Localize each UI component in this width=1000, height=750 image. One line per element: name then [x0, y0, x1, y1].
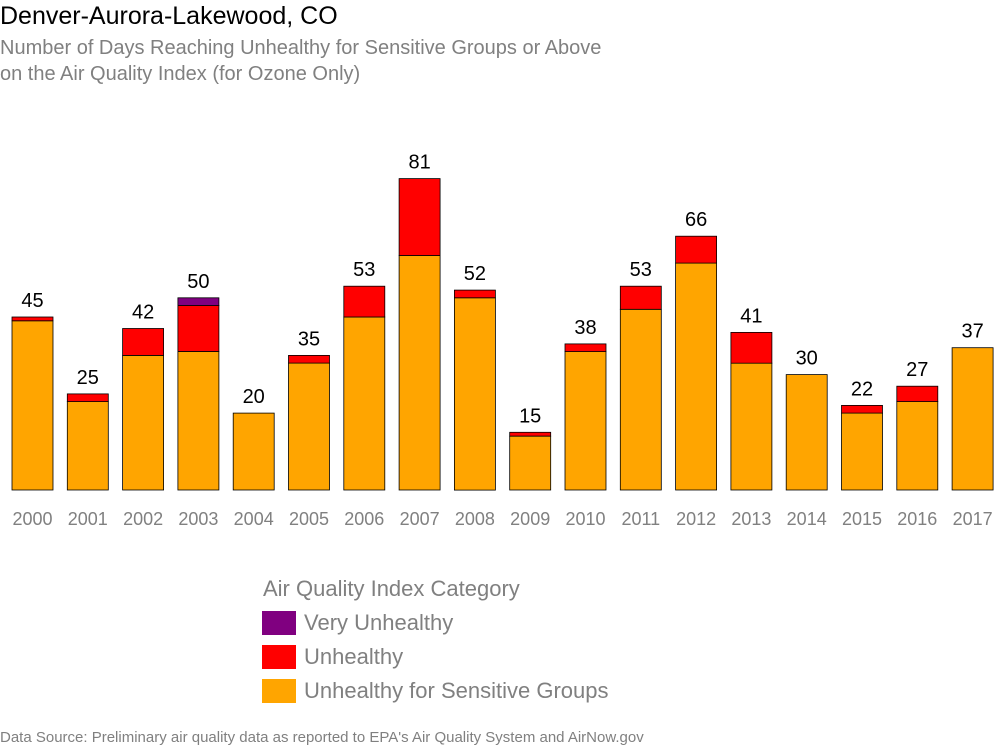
- legend-swatch-unhealthy: [262, 645, 296, 669]
- bar-segment-unhealthy-2007: [398, 178, 441, 256]
- bar-segment-unhealthy-2002: [122, 328, 164, 356]
- data-label-2009: 15: [519, 405, 541, 427]
- data-label-2012: 66: [685, 209, 707, 231]
- data-label-2010: 38: [574, 317, 596, 339]
- x-tick-label-2006: 2006: [344, 509, 384, 529]
- bar-segment-unhealthy-2001: [66, 393, 109, 402]
- legend-label-very-unhealthy: Very Unhealthy: [304, 610, 454, 635]
- bar-segment-unhealthy-2010: [564, 343, 607, 352]
- bar-segment-unhealthy-for-sensitive-groups-2001: [66, 401, 109, 491]
- bar-segment-unhealthy-2003: [177, 304, 220, 352]
- data-label-2014: 30: [796, 348, 818, 370]
- bar-segment-unhealthy-for-sensitive-groups-2013: [730, 362, 773, 491]
- bar-segment-unhealthy-for-sensitive-groups-2016: [896, 401, 939, 491]
- data-label-2008: 52: [464, 263, 486, 285]
- x-tick-label-2010: 2010: [565, 509, 605, 529]
- data-label-2016: 27: [906, 359, 928, 381]
- chart-subtitle-line-1: Number of Days Reaching Unhealthy for Se…: [0, 37, 602, 59]
- data-label-2007: 81: [408, 152, 430, 174]
- legend-swatch-very-unhealthy: [262, 611, 296, 635]
- x-tick-label-2012: 2012: [676, 509, 716, 529]
- legend-title: Air Quality Index Category: [263, 576, 520, 601]
- legend-label-unhealthy-sensitive-groups: Unhealthy for Sensitive Groups: [304, 678, 609, 703]
- x-tick-label-2007: 2007: [400, 509, 440, 529]
- data-label-2013: 41: [740, 305, 762, 327]
- chart-title: Denver-Aurora-Lakewood, CO: [0, 2, 338, 30]
- x-tick-label-2016: 2016: [897, 509, 937, 529]
- x-tick-label-2005: 2005: [289, 509, 329, 529]
- x-tick-label-2002: 2002: [123, 509, 163, 529]
- legend-item-unhealthy: Unhealthy: [262, 640, 609, 674]
- bar-segment-unhealthy-2005: [288, 354, 330, 364]
- x-tick-label-2013: 2013: [731, 509, 771, 529]
- legend-item-very-unhealthy: Very Unhealthy: [262, 606, 609, 640]
- x-tick-label-2014: 2014: [787, 509, 827, 529]
- data-label-2003: 50: [187, 271, 209, 293]
- x-tick-label-2017: 2017: [953, 509, 993, 529]
- bar-segment-unhealthy-for-sensitive-groups-2002: [122, 354, 164, 491]
- bar-segment-unhealthy-2008: [453, 289, 496, 299]
- data-label-2004: 20: [243, 386, 265, 408]
- x-tick-label-2000: 2000: [12, 509, 52, 529]
- bar-segment-unhealthy-2006: [343, 285, 386, 318]
- data-label-2005: 35: [298, 328, 320, 350]
- legend-item-unhealthy-sensitive-groups: Unhealthy for Sensitive Groups: [262, 674, 609, 708]
- bar-segment-very-unhealthy-2003: [177, 297, 220, 306]
- x-tick-label-2001: 2001: [68, 509, 108, 529]
- bar-segment-unhealthy-for-sensitive-groups-2014: [785, 374, 828, 491]
- data-label-2006: 53: [353, 259, 375, 281]
- data-label-2002: 42: [132, 302, 154, 324]
- x-tick-label-2004: 2004: [234, 509, 274, 529]
- bar-segment-unhealthy-2009: [509, 431, 552, 437]
- bar-segment-unhealthy-for-sensitive-groups-2000: [11, 320, 54, 491]
- chart-subtitle-line-2: on the Air Quality Index (for Ozone Only…: [0, 63, 361, 85]
- bar-segment-unhealthy-for-sensitive-groups-2004: [232, 412, 275, 491]
- legend: Air Quality Index Category Very Unhealth…: [262, 576, 609, 708]
- bar-segment-unhealthy-2000: [11, 316, 54, 322]
- chart-plot-area: 45 2000 25 2001 42 2002 50 2003 20 2004 35 2005 53 20…: [11, 152, 994, 529]
- legend-swatch-unhealthy-sensitive-groups: [262, 679, 296, 703]
- bar-segment-unhealthy-for-sensitive-groups-2003: [177, 351, 220, 491]
- bar-segment-unhealthy-for-sensitive-groups-2008: [453, 297, 496, 491]
- data-label-2000: 45: [21, 290, 43, 312]
- x-tick-label-2009: 2009: [510, 509, 550, 529]
- x-tick-label-2015: 2015: [842, 509, 882, 529]
- bar-segment-unhealthy-for-sensitive-groups-2017: [951, 347, 994, 491]
- x-tick-label-2011: 2011: [621, 509, 660, 529]
- bar-segment-unhealthy-for-sensitive-groups-2006: [343, 316, 386, 491]
- bar-segment-unhealthy-for-sensitive-groups-2007: [398, 255, 441, 491]
- data-label-2011: 53: [630, 259, 652, 281]
- data-label-2017: 37: [961, 321, 983, 343]
- bar-segment-unhealthy-for-sensitive-groups-2009: [509, 435, 552, 491]
- bar-segment-unhealthy-for-sensitive-groups-2011: [619, 308, 662, 491]
- data-label-2001: 25: [77, 367, 99, 389]
- x-tick-label-2008: 2008: [455, 509, 495, 529]
- bar-segment-unhealthy-for-sensitive-groups-2005: [288, 362, 330, 491]
- bar-segment-unhealthy-for-sensitive-groups-2015: [841, 412, 883, 491]
- bar-segment-unhealthy-for-sensitive-groups-2012: [675, 262, 717, 491]
- data-label-2015: 22: [851, 378, 873, 400]
- data-source-note: Data Source: Preliminary air quality dat…: [0, 729, 644, 746]
- bar-segment-unhealthy-for-sensitive-groups-2010: [564, 351, 607, 491]
- bar-segment-unhealthy-2015: [841, 404, 883, 414]
- bar-segment-unhealthy-2016: [896, 385, 939, 403]
- legend-label-unhealthy: Unhealthy: [304, 644, 404, 669]
- bar-segment-unhealthy-2012: [675, 235, 717, 264]
- bar-segment-unhealthy-2011: [619, 285, 662, 310]
- x-tick-label-2003: 2003: [178, 509, 218, 529]
- bar-segment-unhealthy-2013: [730, 331, 773, 364]
